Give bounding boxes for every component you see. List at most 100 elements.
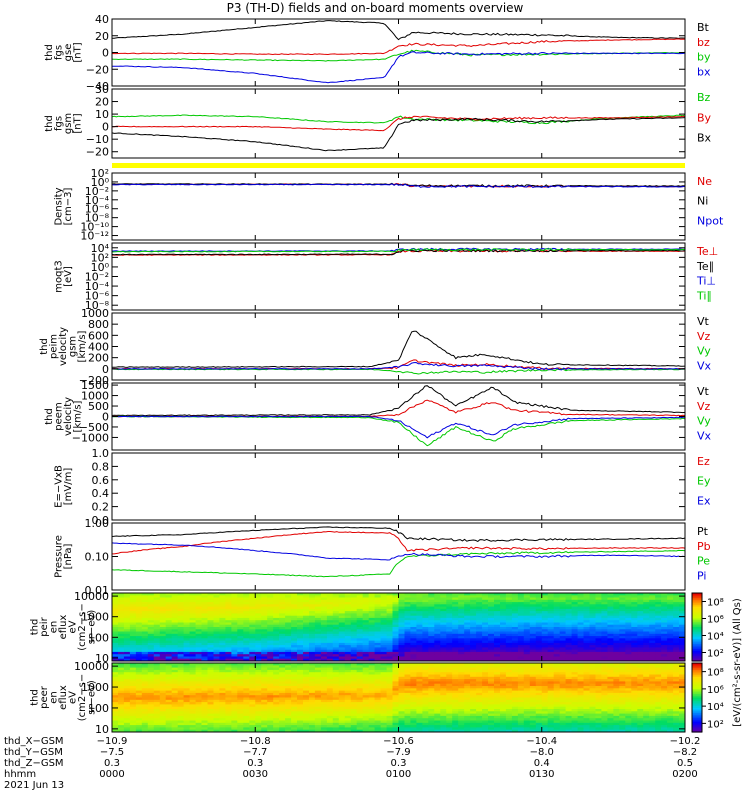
series-temperature-Ti∥ (112, 248, 685, 253)
legend-density-Npot: Npot (697, 214, 724, 227)
ylabel-temperature: [eV] (63, 266, 74, 287)
ylabel-fgs-gse: [nT] (72, 42, 83, 62)
ylabel-fgs-gse: fgs (53, 45, 64, 60)
ytick-label-fgs-gse: 20 (95, 30, 109, 43)
ytick-label-density: 10⁻⁶ (85, 203, 110, 216)
ylabel-peim-velocity: [km/s] (77, 330, 88, 362)
colorbar-tick-label: 10⁶ (707, 685, 724, 696)
ylabel-temperature: moqt3 (53, 260, 64, 293)
series-peim-velocity-Vt (112, 330, 685, 368)
ylabel-peer-spec: eflux (58, 685, 69, 710)
ytick-label-efield: 0.4 (92, 487, 110, 500)
ytick-label-fgs-gsm: 30 (95, 83, 109, 96)
frame-fgs-gse (111, 18, 686, 87)
colorbar-tick-label: 10² (707, 719, 724, 730)
legend-peem-velocity-Vt: Vt (697, 385, 710, 398)
legend-peim-velocity-Vz: Vz (697, 330, 711, 343)
xaxis-row-value: 0.5 (677, 758, 693, 769)
plot-title: P3 (TH-D) fields and on-board moments ov… (226, 1, 524, 15)
legend-peem-velocity-Vx: Vx (697, 429, 712, 442)
series-peim-velocity-Vx (112, 361, 685, 371)
ylabel-peem-velocity: [km/s] (72, 400, 83, 432)
xaxis-date: 2021 Jun 13 (4, 780, 64, 791)
ytick-label-efield: 0.0 (92, 514, 110, 527)
ytick-label-fgs-gsm: −20 (86, 146, 109, 159)
legend-peim-velocity-Vt: Vt (697, 315, 710, 328)
ytick-label-temperature: 10⁻⁸ (85, 299, 110, 312)
ytick-label-temperature: 10² (91, 251, 109, 264)
colorbar-frame (691, 662, 703, 733)
ytick-label-fgs-gse: −20 (86, 63, 109, 76)
ytick-label-density: 10² (91, 167, 109, 180)
ylabel-pressure: Pressure (53, 535, 64, 578)
ylabel-fgs-gsm: [nT] (72, 113, 83, 133)
legend-temperature-Te⊥: Te⊥ (696, 245, 718, 258)
ytick-label-peim-velocity: 200 (88, 352, 109, 365)
colorbar-tick-label: 10⁸ (707, 598, 724, 609)
ytick-label-peim-velocity: 400 (88, 341, 109, 354)
legend-efield-Ez: Ez (697, 455, 710, 468)
ytick-label-fgs-gsm: 0 (102, 121, 109, 134)
ytick-label-peir-spec: 100 (88, 631, 109, 644)
legend-fgs-gsm-Bx: Bx (697, 132, 712, 145)
legend-pressure-Pi: Pi (697, 569, 706, 582)
ytick-label-density: 10⁰ (91, 176, 110, 189)
ytick-label-fgs-gsm: 20 (95, 96, 109, 109)
xaxis-row-value: −7.9 (386, 747, 410, 758)
xaxis-row-value: −7.5 (100, 747, 124, 758)
legend-density-Ne: Ne (697, 175, 712, 188)
frame-efield (111, 452, 686, 521)
series-pressure-Pt (112, 526, 685, 542)
ytick-label-fgs-gse: 0 (102, 47, 109, 60)
colorbar-tick-label: 10⁶ (707, 615, 724, 626)
ylabel-peim-velocity: peim (49, 334, 60, 359)
xaxis-row-value: −8.2 (673, 747, 697, 758)
ylabel-peer-spec: peer (39, 685, 50, 709)
ylabel-peem-velocity: peem (53, 402, 64, 430)
xaxis-row-label: thd_X−GSM (4, 736, 64, 747)
series-pressure-Pe (112, 549, 685, 578)
ylabel-peer-spec: en (49, 691, 60, 704)
colorbar-tick-label: 10⁴ (707, 632, 724, 643)
spectrogram-peer-spec (112, 663, 685, 732)
ylabel-fgs-gse: thd (44, 44, 55, 61)
ytick-label-peim-velocity: 1000 (81, 307, 109, 320)
legend-temperature-Ti∥: Ti∥ (696, 289, 712, 302)
series-density-Npot (112, 183, 685, 189)
ylabel-peir-spec: eflux (58, 615, 69, 640)
legend-peim-velocity-Vy: Vy (697, 345, 711, 358)
ytick-label-density: 10⁻⁸ (85, 212, 110, 225)
ylabel-density: [cm−3] (63, 188, 74, 226)
xaxis-row-value: −10.4 (526, 736, 557, 747)
legend-temperature-Te∥: Te∥ (696, 260, 714, 273)
ytick-label-peem-velocity: 1000 (81, 390, 109, 403)
legend-fgs-gse-bz: bz (697, 36, 710, 49)
series-pressure-Pb (112, 531, 685, 555)
colorbar-peir: 10⁸ 10⁶ 10⁴ 10² (691, 592, 724, 662)
xaxis-row-value: −10.6 (383, 736, 414, 747)
ylabel-peim-velocity: velocity (58, 327, 69, 366)
ytick-label-fgs-gsm: −10 (86, 133, 109, 146)
availability-bar (112, 163, 685, 168)
ytick-label-peem-velocity: −1000 (72, 431, 109, 444)
ytick-label-peer-spec: 1000 (81, 681, 109, 694)
ylabel-peir-spec: sr−eV) (87, 610, 98, 645)
ytick-label-efield: 0.2 (92, 501, 110, 514)
legend-peem-velocity-Vz: Vz (697, 400, 711, 413)
legend-fgs-gsm-By: By (697, 111, 712, 124)
ytick-label-peer-spec: 10000 (74, 660, 109, 673)
ylabel-peir-spec: (cm2−s− (77, 603, 88, 650)
ytick-label-peim-velocity: 800 (88, 318, 109, 331)
traces-peim-velocity (112, 330, 685, 375)
ylabel-density: Density (53, 187, 64, 225)
ytick-label-peim-velocity: 600 (88, 329, 109, 342)
ylabel-peem-velocity: velocity (63, 397, 74, 436)
series-fgs-gse-bx (112, 51, 685, 84)
ytick-label-temperature: 10⁰ (91, 261, 110, 274)
frame-fgs-gsm (111, 88, 686, 159)
xaxis-row-value: 0.4 (534, 758, 550, 769)
ylabel-fgs-gse: gse (63, 44, 74, 62)
